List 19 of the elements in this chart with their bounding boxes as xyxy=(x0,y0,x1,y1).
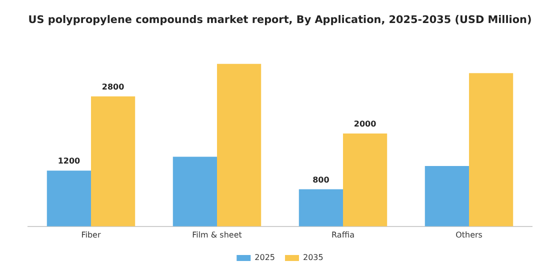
bar xyxy=(46,170,91,226)
bar xyxy=(424,166,469,226)
x-tick-label: Fiber xyxy=(81,230,102,240)
legend-label: 2025 xyxy=(254,253,275,262)
x-tick-label: Raffia xyxy=(332,230,355,240)
data-label: 2800 xyxy=(102,82,125,92)
data-label: 800 xyxy=(312,175,330,184)
data-label: 2000 xyxy=(354,120,377,129)
chart-title: US polypropylene compounds market report, By Application, 2025-2035 (USD Million) xyxy=(28,14,532,26)
bar xyxy=(91,96,136,226)
data-label: 1200 xyxy=(58,156,81,166)
bar xyxy=(298,189,343,226)
legend-label: 2035 xyxy=(303,253,324,262)
x-tick-label: Others xyxy=(456,230,482,240)
bar xyxy=(217,64,262,226)
x-tick-label: Film & sheet xyxy=(192,230,242,240)
bar xyxy=(469,73,514,226)
bar xyxy=(172,156,217,226)
bar xyxy=(343,134,388,226)
